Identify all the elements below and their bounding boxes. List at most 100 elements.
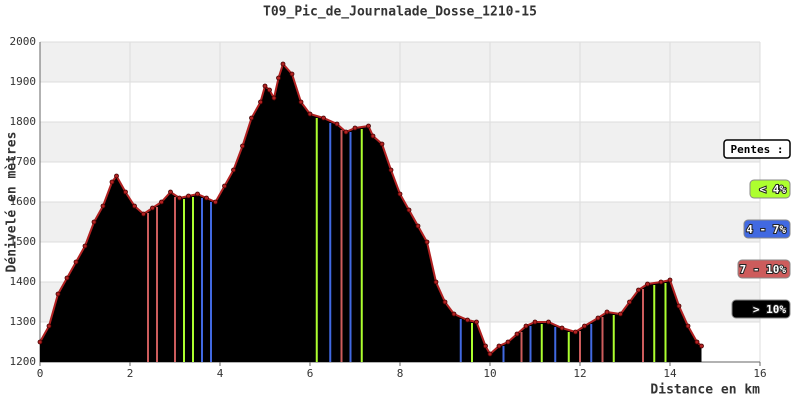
profile-point (618, 311, 623, 317)
profile-point (321, 115, 326, 121)
profile-point (604, 309, 610, 315)
profile-point (532, 319, 538, 325)
legend-label: 4 - 7% (746, 223, 786, 236)
profile-point (465, 317, 470, 323)
profile-point (177, 195, 182, 201)
x-tick-label: 12 (573, 367, 586, 380)
profile-point (343, 129, 349, 135)
legend-label: 7 - 10% (740, 263, 787, 276)
x-tick-label: 4 (217, 367, 224, 380)
legend-swatch (737, 259, 791, 279)
x-tick-label: 16 (753, 367, 766, 380)
profile-point (685, 323, 691, 329)
profile-point (699, 343, 704, 349)
legend-title: Pentes : (731, 143, 784, 156)
profile-point (514, 331, 520, 337)
profile-point (415, 223, 421, 229)
profile-point (487, 351, 493, 357)
profile-point (150, 205, 155, 211)
profile-point (298, 99, 304, 105)
profile-point (505, 339, 511, 345)
profile-point (307, 111, 313, 117)
y-tick-label: 1500 (10, 235, 37, 248)
y-axis-label: Dénivelé en mètres (5, 132, 20, 273)
profile-point (388, 167, 394, 173)
profile-point (132, 203, 137, 209)
legend-swatch (743, 219, 791, 239)
profile-point (334, 121, 340, 127)
profile-point (289, 71, 295, 77)
profile-point (141, 211, 146, 217)
y-tick-label: 1400 (10, 275, 37, 288)
profile-point (424, 239, 430, 245)
profile-point (366, 123, 371, 129)
legend-label: > 10% (753, 303, 786, 316)
profile-point (100, 203, 106, 209)
x-tick-label: 10 (483, 367, 496, 380)
profile-point (483, 343, 488, 349)
profile-point (37, 339, 43, 345)
profile-point (204, 195, 209, 201)
legend-swatch (731, 299, 791, 319)
profile-point (46, 323, 52, 329)
profile-point (496, 343, 502, 349)
profile-point (91, 219, 97, 225)
profile-point (159, 199, 164, 205)
profile-point (258, 99, 263, 105)
profile-point (546, 319, 551, 325)
profile-point (397, 191, 403, 197)
profile-point (240, 143, 245, 149)
profile-point (186, 193, 191, 199)
legend-title-box (723, 139, 791, 159)
profile-point (55, 291, 61, 297)
profile-point (645, 281, 650, 287)
profile-point (595, 315, 601, 321)
x-tick-label: 0 (37, 367, 44, 380)
profile-point (559, 325, 565, 331)
profile-point (280, 61, 286, 67)
profile-point (379, 141, 385, 147)
profile-point (658, 279, 664, 285)
chart-title: T09_Pic_de_Journalade_Dosse_1210-15 (263, 5, 537, 20)
profile-point (276, 75, 281, 81)
legend-swatch (749, 179, 791, 199)
profile-point (109, 179, 115, 185)
x-axis-label: Distance en km (650, 383, 760, 398)
profile-point (73, 259, 79, 265)
x-tick-label: 2 (127, 367, 134, 380)
profile-point (676, 303, 682, 309)
y-tick-label: 1300 (10, 315, 37, 328)
profile-point (451, 311, 457, 317)
profile-point (64, 275, 70, 281)
profile-point (195, 191, 200, 197)
profile-point (213, 199, 218, 205)
profile-point (573, 329, 578, 335)
profile-point (406, 207, 412, 213)
profile-point (627, 299, 632, 305)
y-tick-label: 1600 (10, 195, 37, 208)
profile-point (267, 87, 272, 93)
profile-point (433, 279, 439, 285)
y-tick-label: 1800 (10, 115, 37, 128)
x-tick-label: 6 (307, 367, 314, 380)
y-tick-label: 2000 (10, 35, 37, 48)
profile-point (262, 83, 268, 89)
profile-point (352, 125, 358, 131)
y-tick-label: 1900 (10, 75, 37, 88)
profile-point (636, 287, 641, 293)
y-tick-label: 1200 (10, 355, 37, 368)
profile-point (231, 167, 236, 173)
profile-point (370, 133, 376, 139)
profile-point (667, 277, 673, 283)
profile-point (523, 323, 529, 329)
profile-point (582, 323, 587, 329)
y-tick-label: 1700 (10, 155, 37, 168)
legend-label: < 4% (760, 183, 787, 196)
profile-point (123, 189, 128, 195)
x-tick-label: 8 (397, 367, 404, 380)
x-tick-label: 14 (663, 367, 677, 380)
profile-point (474, 319, 479, 325)
profile-point (222, 183, 227, 189)
profile-point (694, 339, 700, 345)
